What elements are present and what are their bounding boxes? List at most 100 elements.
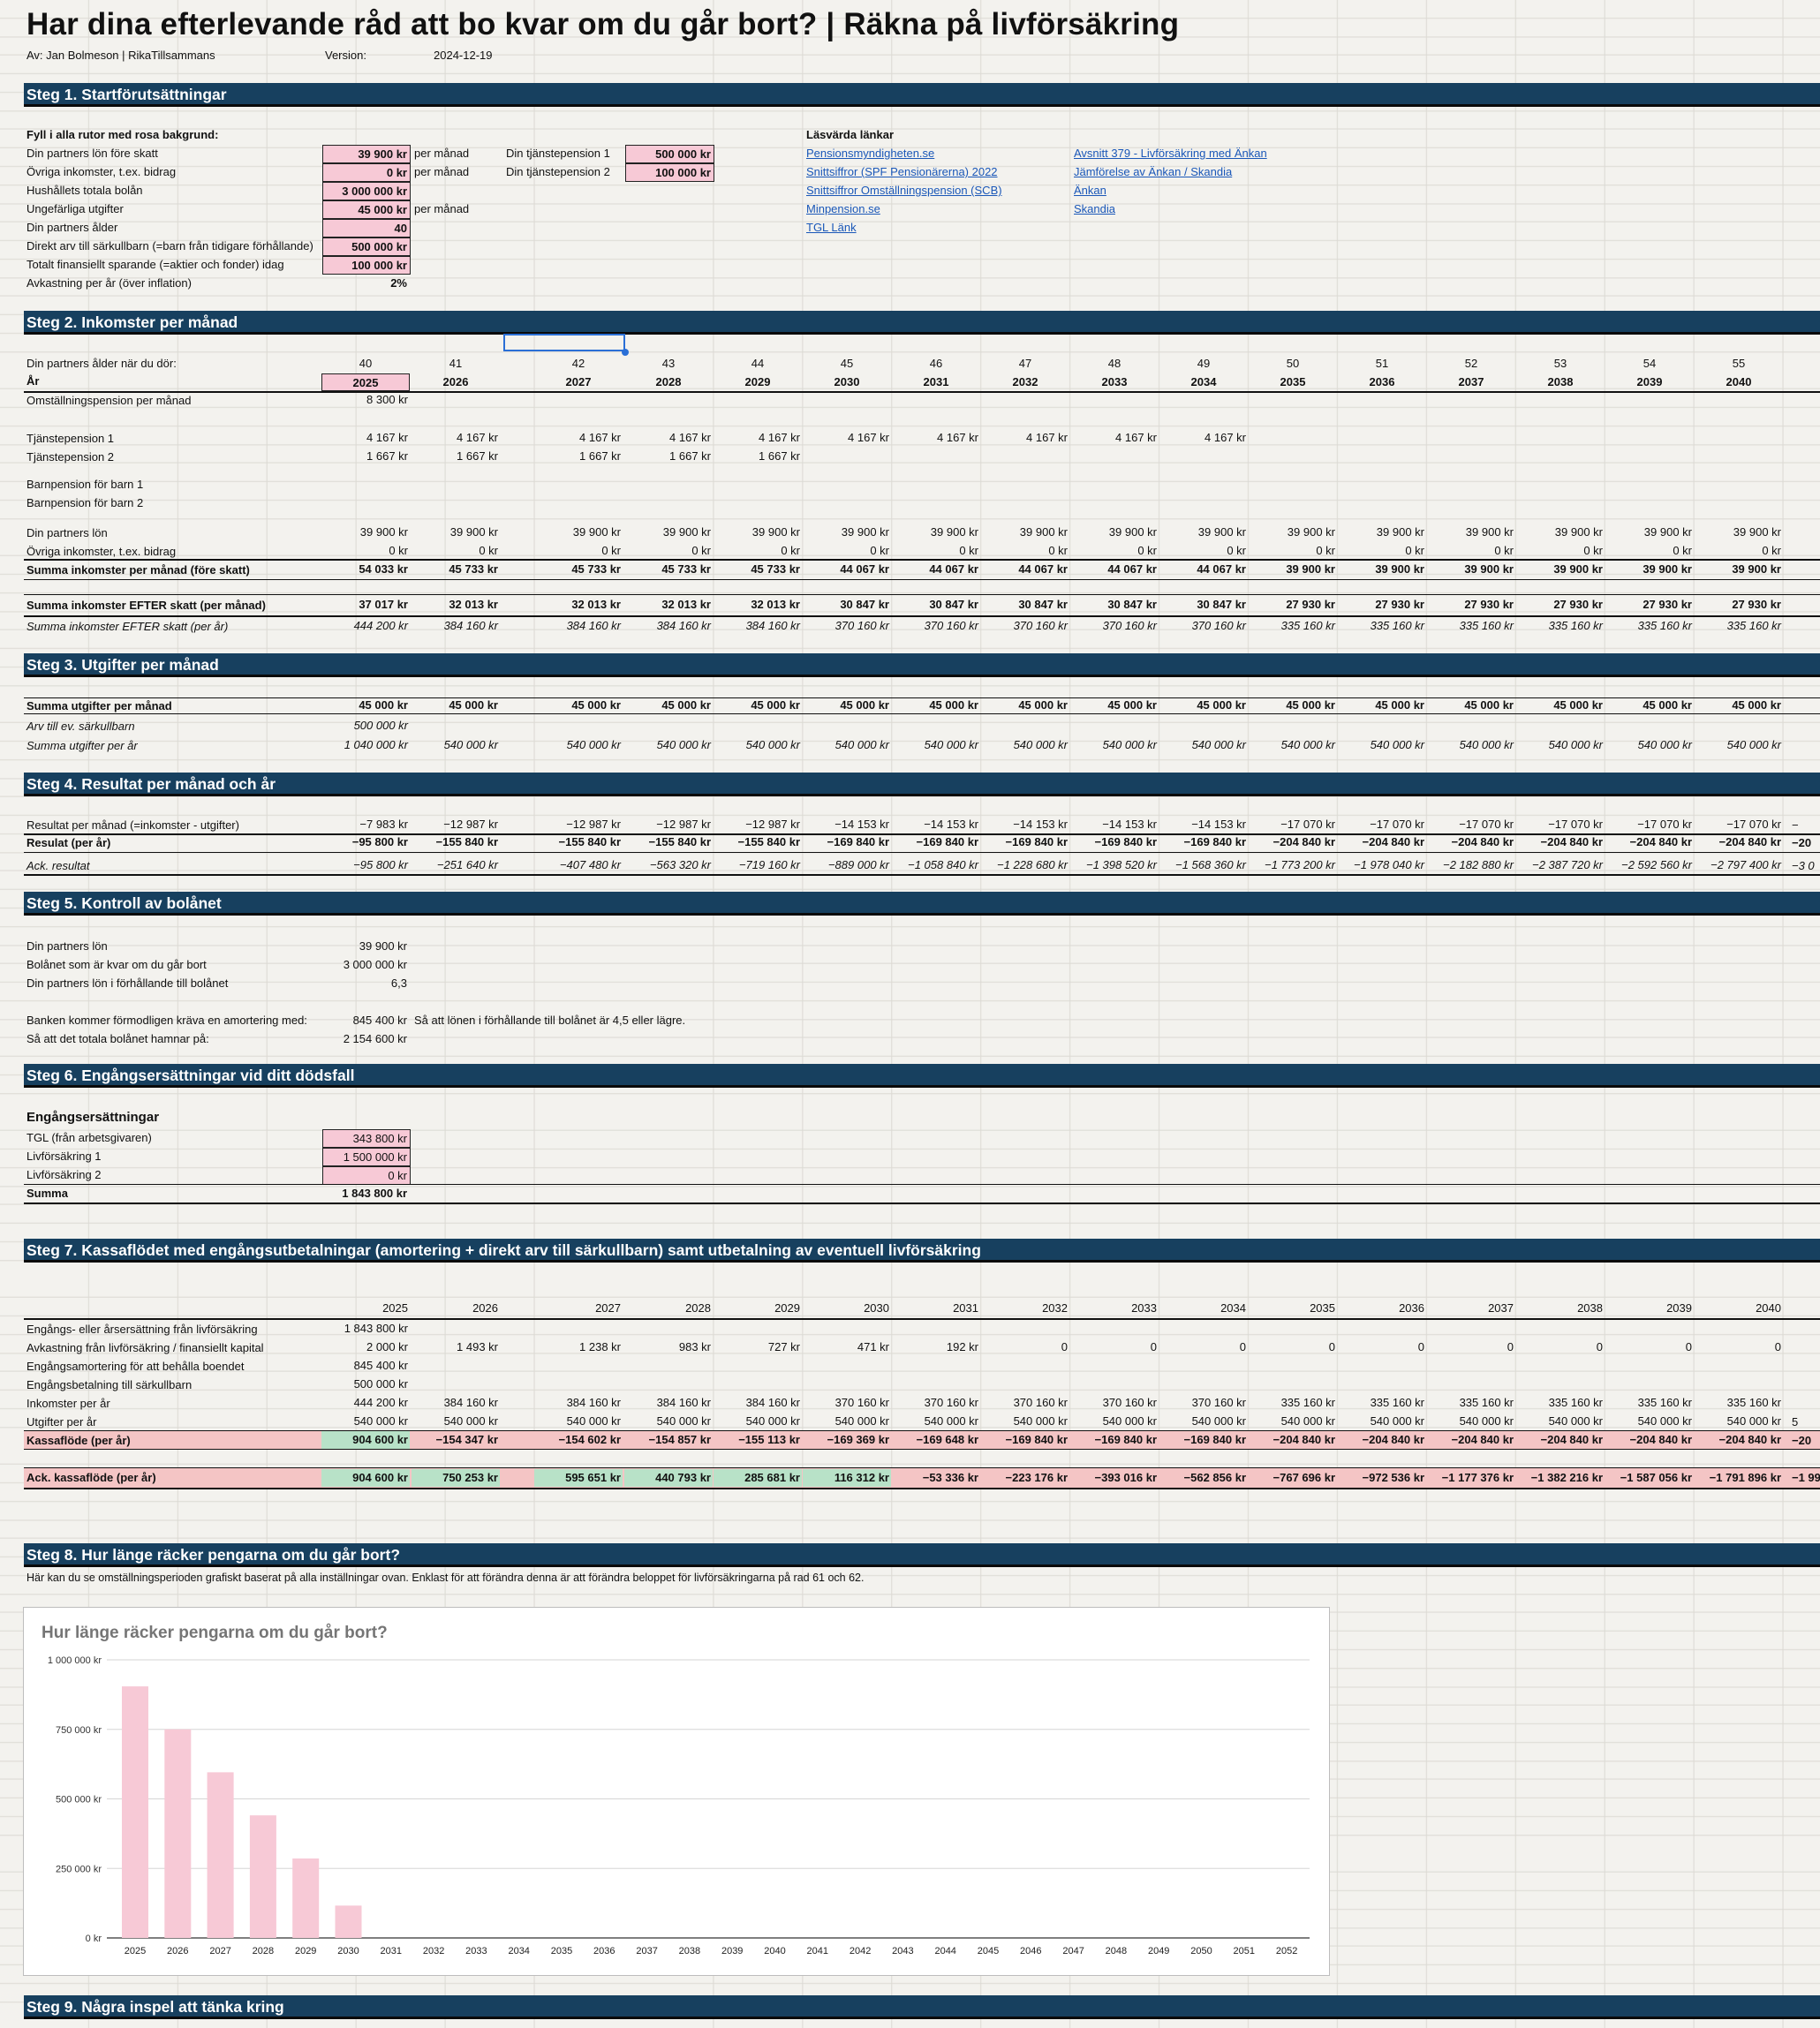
lon-cell: 39 900 kr (359, 525, 408, 539)
pension2-label: Din tjänstepension 2 (506, 165, 610, 178)
exp-sum-cell: 45 000 kr (661, 698, 711, 712)
link-item[interactable]: Jämförelse av Änkan / Skandia (1074, 165, 1233, 178)
x-tick-label: 2030 (337, 1946, 359, 1956)
lon-cell: 39 900 kr (841, 525, 889, 539)
cf-ack-cell: 904 600 kr (321, 1469, 410, 1487)
after-cell: 27 930 kr (1732, 598, 1781, 611)
year-cell: 2040 (1726, 375, 1752, 388)
avk-cell: 1 493 kr (457, 1340, 498, 1353)
cf-year-cell: 2038 (1577, 1301, 1603, 1315)
link-item[interactable]: TGL Länk (806, 221, 857, 234)
age-cell: 49 (1197, 357, 1211, 370)
link-item[interactable]: Skandia (1074, 202, 1115, 215)
res-month-cell: −17 070 kr (1548, 818, 1603, 831)
x-tick-label: 2052 (1276, 1946, 1297, 1956)
lon-cell: 39 900 kr (751, 525, 800, 539)
return-value[interactable]: 2% (390, 276, 407, 290)
ovr-cell: 0 kr (1316, 544, 1335, 557)
row-divider (24, 1488, 1820, 1489)
link-item[interactable]: Snittsiffror Omställningspension (SCB) (806, 184, 1002, 197)
res-ack-cell: −1 058 840 kr (908, 858, 978, 871)
lon-cell: 39 900 kr (449, 525, 498, 539)
after-cell: 30 847 kr (929, 598, 978, 611)
pink-input[interactable]: 45 000 kr (322, 200, 411, 219)
exp-sum-label: Summa utgifter per månad (26, 699, 172, 712)
cf-ack-cell: −393 016 kr (1070, 1469, 1159, 1487)
x-tick-label: 2051 (1234, 1946, 1255, 1956)
pink-input[interactable]: 0 kr (322, 163, 411, 182)
yearsum-cell: 335 160 kr (1637, 619, 1692, 632)
avk-cell: 2 000 kr (366, 1340, 408, 1353)
yearsum-cell: 384 160 kr (656, 619, 711, 632)
res-ack-cell: −1 773 200 kr (1265, 858, 1335, 871)
pension2-input[interactable]: 100 000 kr (625, 163, 714, 182)
ink-cell: 370 160 kr (924, 1396, 978, 1409)
year-cell: 2037 (1458, 375, 1484, 388)
link-item[interactable]: Änkan (1074, 184, 1106, 197)
yearsum-cell: 370 160 kr (834, 619, 889, 632)
lon-cell: 39 900 kr (1376, 525, 1424, 539)
step5-header: Steg 5. Kontroll av bolånet (24, 892, 1820, 916)
x-tick-label: 2039 (721, 1946, 743, 1956)
link-item[interactable]: Avsnitt 379 - Livförsäkring med Änkan (1074, 147, 1267, 160)
pink-input[interactable]: 39 900 kr (322, 145, 411, 163)
x-tick-label: 2032 (423, 1946, 444, 1956)
exp-sum-cell: 45 000 kr (571, 698, 621, 712)
res-ack-cell: −2 592 560 kr (1621, 858, 1692, 871)
res-year-cell: −204 840 kr (1629, 835, 1692, 848)
pink-input[interactable]: 40 (322, 219, 411, 237)
lump-input[interactable]: 0 kr (322, 1166, 411, 1185)
exp-year-cell: 540 000 kr (1102, 738, 1157, 751)
yearsum-cell: 335 160 kr (1548, 619, 1603, 632)
pink-input[interactable]: 100 000 kr (322, 256, 411, 275)
after-cell: 27 930 kr (1375, 598, 1424, 611)
lump-input[interactable]: 343 800 kr (322, 1129, 411, 1148)
res-year-cell: −169 840 kr (1005, 835, 1068, 848)
omst-label: Omställningspension per månad (26, 394, 192, 407)
y-tick-label: 750 000 kr (56, 1725, 102, 1736)
res-month-cell: −12 987 kr (566, 818, 621, 831)
yearsum-cell: 335 160 kr (1459, 619, 1514, 632)
chart-container[interactable]: Hur länge räcker pengarna om du går bort… (23, 1607, 1330, 1976)
link-item[interactable]: Pensionsmyndigheten.se (806, 147, 935, 160)
cf-year-cell: 2032 (1042, 1301, 1068, 1315)
utg-cell: 540 000 kr (656, 1414, 711, 1428)
row-divider (24, 697, 1820, 698)
res-ack-cell: −1 228 680 kr (997, 858, 1068, 871)
link-item[interactable]: Minpension.se (806, 202, 880, 215)
fill-handle[interactable] (622, 349, 629, 356)
input-label: Totalt finansiellt sparande (=aktier och… (26, 258, 284, 271)
age-cell: 43 (661, 357, 676, 370)
kf-cell: −204 840 kr (1427, 1431, 1515, 1449)
ovr-cell: 0 kr (691, 544, 711, 557)
kf-cell: 904 600 kr (321, 1431, 410, 1449)
ink-cell: 335 160 kr (1459, 1396, 1514, 1409)
step1-instruction: Fyll i alla rutor med rosa bakgrund: (26, 128, 219, 141)
pink-input[interactable]: 500 000 kr (322, 237, 411, 256)
pension1-input[interactable]: 500 000 kr (625, 145, 714, 163)
res-ack-cell: −563 320 kr (649, 858, 711, 871)
arv-label: Arv till ev. särkullbarn (26, 720, 135, 733)
sum-cell: 45 733 kr (449, 562, 498, 576)
row-divider (24, 391, 1820, 393)
tp1-cell: 4 167 kr (937, 431, 978, 444)
x-tick-label: 2045 (978, 1946, 999, 1956)
res-month-cell: −14 153 kr (924, 818, 978, 831)
year-cell: 2031 (923, 375, 949, 388)
lump-input[interactable]: 1 500 000 kr (322, 1148, 411, 1166)
link-item[interactable]: Snittsiffror (SPF Pensionärerna) 2022 (806, 165, 998, 178)
kf-cell: −154 602 kr (534, 1431, 623, 1449)
exp-year-cell: 540 000 kr (1459, 738, 1514, 751)
kf-cell: −154 347 kr (412, 1431, 500, 1449)
selected-cell[interactable] (503, 334, 625, 351)
cf-year-cell: 2039 (1666, 1301, 1692, 1315)
kf-cell: −169 369 kr (803, 1431, 891, 1449)
res-year-cell: −95 800 kr (351, 835, 408, 848)
cf-ack-label: Ack. kassaflöde (per år) (26, 1471, 156, 1484)
pink-input[interactable]: 3 000 000 kr (322, 182, 411, 200)
cf-year-cell: 2034 (1220, 1301, 1246, 1315)
sum-cell: 54 033 kr (359, 562, 408, 576)
ovr-cell: 0 kr (1494, 544, 1514, 557)
ovr-cell: 0 kr (1583, 544, 1603, 557)
cf-ack-cell: 595 651 kr (534, 1469, 623, 1487)
